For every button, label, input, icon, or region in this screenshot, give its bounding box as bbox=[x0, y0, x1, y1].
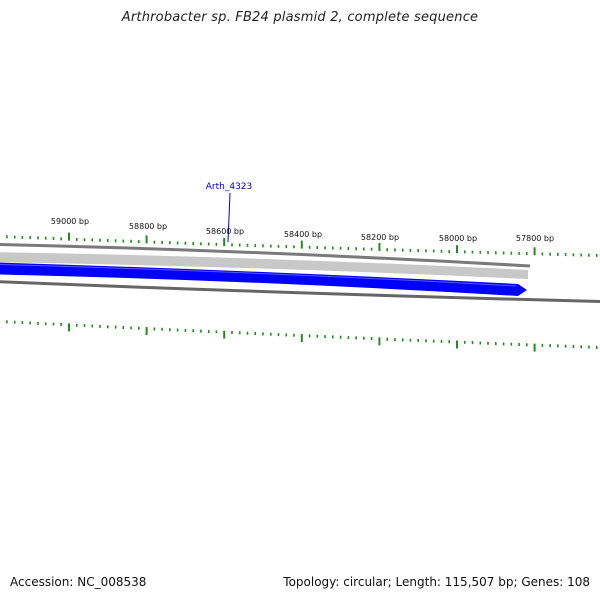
map-title: Arthrobacter sp. FB24 plasmid 2, complet… bbox=[121, 10, 479, 25]
scale-label: 57800 bp bbox=[516, 234, 554, 243]
scale-label: 58800 bp bbox=[129, 222, 167, 231]
inner-tick-marks bbox=[6, 320, 598, 352]
gene-label-leader bbox=[227, 192, 231, 243]
scale-label: 59000 bp bbox=[51, 217, 89, 226]
outer-tick-marks bbox=[6, 232, 598, 257]
inner-backbone-ring bbox=[0, 280, 600, 303]
gene-label-arth-4323: Arth_4323 bbox=[206, 182, 253, 192]
scale-label: 58200 bp bbox=[361, 233, 399, 242]
gene-arth-4323[interactable] bbox=[0, 262, 527, 296]
scale-label: 58000 bp bbox=[439, 234, 477, 243]
scale-labels: 59000 bp 58800 bp 58600 bp 58400 bp 5820… bbox=[51, 217, 554, 243]
scale-label: 58600 bp bbox=[206, 227, 244, 236]
outer-backbone-ring bbox=[0, 242, 531, 268]
scale-label: 58400 bp bbox=[284, 230, 322, 239]
topology-info: Topology: circular; Length: 115,507 bp; … bbox=[283, 575, 590, 589]
gene-highlight bbox=[0, 264, 517, 287]
accession-label: Accession: NC_008538 bbox=[10, 575, 147, 589]
feature-track-shading bbox=[0, 252, 528, 279]
